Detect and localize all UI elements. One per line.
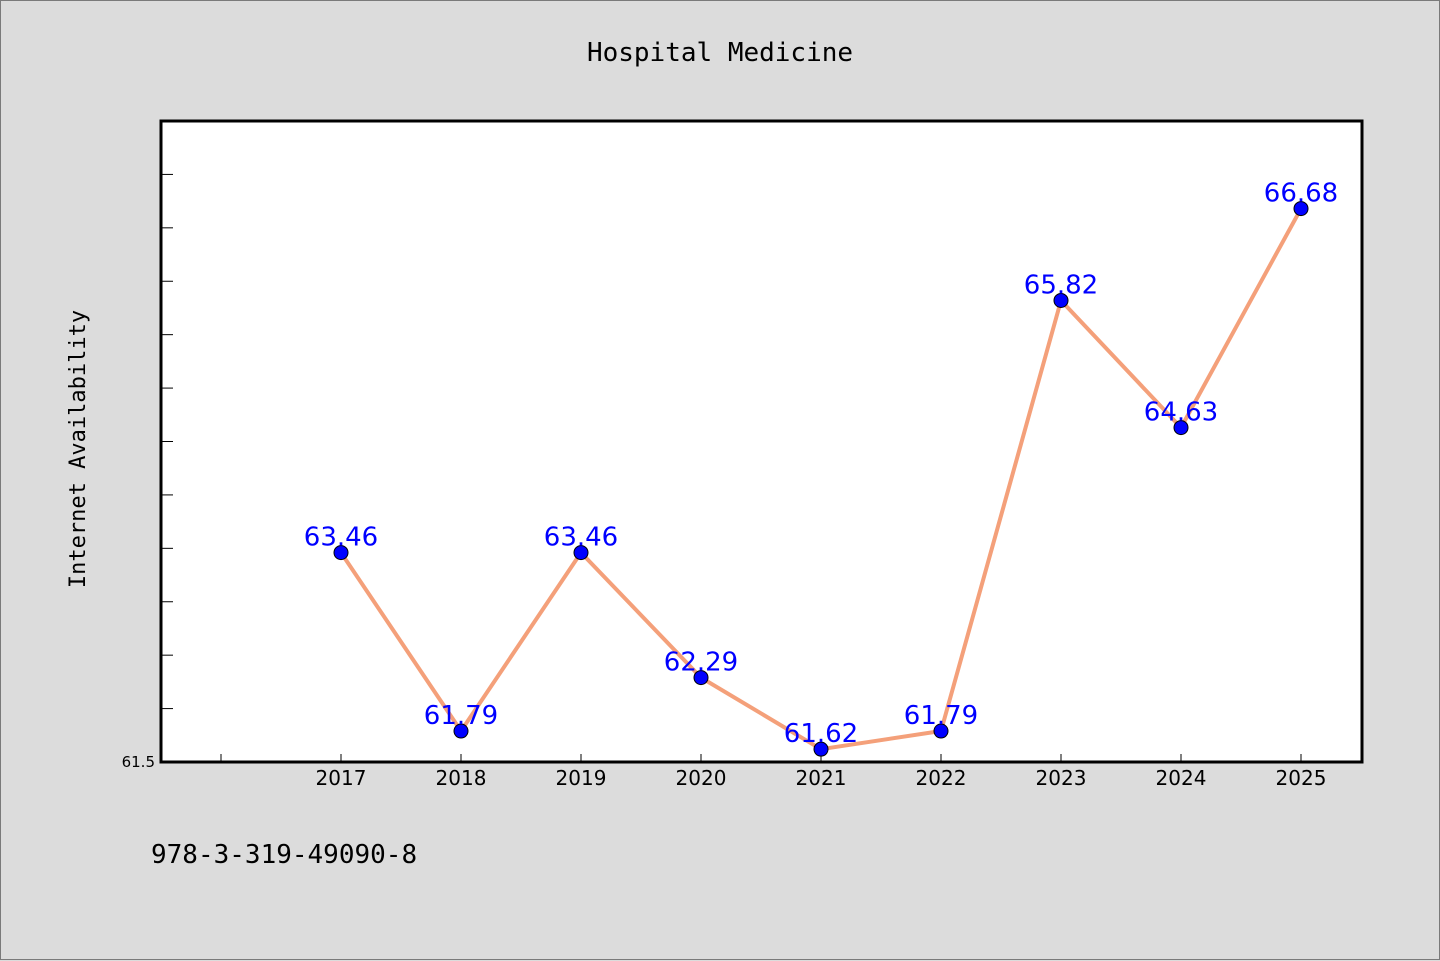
axes-layer: 61.5 2017 2018 2019 2020 2021 2022 2023 2024 2025	[122, 120, 1327, 790]
data-point-marker	[1293, 201, 1309, 217]
data-label: 63.46	[544, 523, 618, 553]
data-point-marker	[1173, 420, 1189, 436]
x-tick-label: 2023	[1036, 766, 1087, 790]
data-label: 61.79	[904, 701, 978, 731]
data-point-marker	[333, 545, 349, 561]
data-point-marker	[1053, 292, 1069, 308]
data-point-marker	[813, 741, 829, 757]
x-tick-label: 2025	[1276, 766, 1327, 790]
data-label: 61.62	[784, 719, 858, 749]
data-point-marker	[693, 670, 709, 686]
data-point-marker	[453, 723, 469, 739]
chart-title: Hospital Medicine	[587, 38, 853, 68]
data-label: 64.63	[1144, 398, 1218, 428]
series-layer	[333, 201, 1309, 757]
plot-area	[161, 121, 1362, 762]
data-labels-layer: 63.46 61.79 63.46 62.29 61.62 61.79 65.82 64.63…	[304, 179, 1338, 750]
x-tick-label: 2019	[556, 766, 607, 790]
data-label: 66.68	[1264, 179, 1338, 209]
x-tick-label: 2020	[676, 766, 727, 790]
x-tick-label: 2018	[436, 766, 487, 790]
y-tick-label: 61.5	[122, 753, 155, 771]
x-tick-label: 2021	[796, 766, 847, 790]
data-label: 61.79	[424, 701, 498, 731]
data-point-marker	[933, 723, 949, 739]
x-tick-label: 2017	[316, 766, 367, 790]
x-tick-label: 2022	[916, 766, 967, 790]
y-axis-label: Internet Availability	[66, 310, 91, 588]
data-point-marker	[573, 545, 589, 561]
plot-border	[159, 119, 1364, 764]
x-tick-label: 2024	[1156, 766, 1207, 790]
data-label: 62.29	[664, 648, 738, 678]
footer-isbn-text: 978-3-319-49090-8	[151, 840, 417, 870]
data-label: 63.46	[304, 523, 378, 553]
data-label: 65.82	[1024, 270, 1098, 300]
